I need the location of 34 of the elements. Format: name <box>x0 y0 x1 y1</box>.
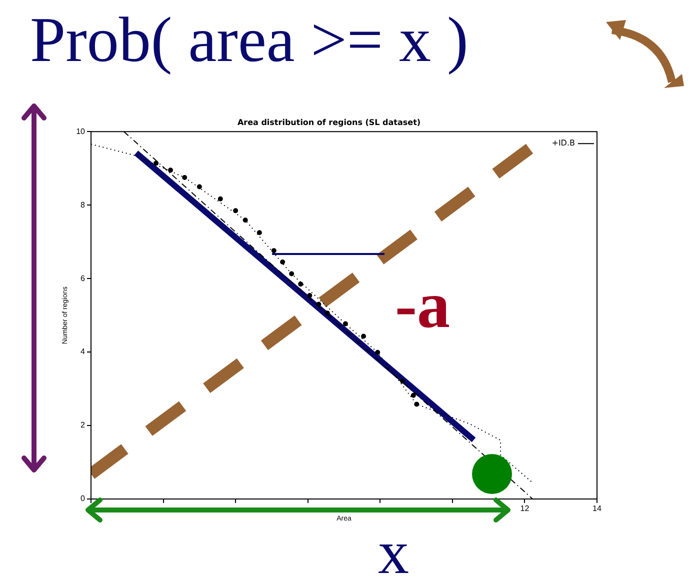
point <box>280 260 286 265</box>
point <box>182 175 188 180</box>
point <box>400 378 406 384</box>
point <box>289 271 294 276</box>
y-tick-label: 4 <box>80 347 86 356</box>
point <box>154 160 159 166</box>
point <box>256 230 262 236</box>
point <box>316 302 322 307</box>
y-tick-label: 2 <box>80 420 86 430</box>
point <box>324 310 330 316</box>
y-tick-label: 6 <box>80 274 86 283</box>
point <box>342 321 348 326</box>
point <box>218 196 223 202</box>
y-tick-label: 8 <box>80 200 86 210</box>
point <box>361 334 366 339</box>
x-tick-label: 12 <box>520 504 530 514</box>
point <box>375 350 380 355</box>
point <box>168 168 174 173</box>
annotation: -a <box>395 269 450 342</box>
point <box>271 248 276 254</box>
text: x <box>378 519 409 586</box>
legend-label: +ID.B <box>552 138 575 148</box>
point <box>307 292 312 298</box>
point <box>242 218 248 223</box>
x-tick-label: 14 <box>592 504 602 514</box>
point <box>298 282 304 287</box>
chart-title: Area distribution of regions (SL dataset) <box>237 118 421 127</box>
y-tick-label: 10 <box>76 126 86 136</box>
point <box>196 184 202 190</box>
text: Prob( area >= x ) <box>30 4 468 76</box>
point <box>233 208 238 214</box>
point <box>414 402 420 407</box>
point <box>410 392 416 398</box>
y-tick-label: 0 <box>80 494 86 504</box>
